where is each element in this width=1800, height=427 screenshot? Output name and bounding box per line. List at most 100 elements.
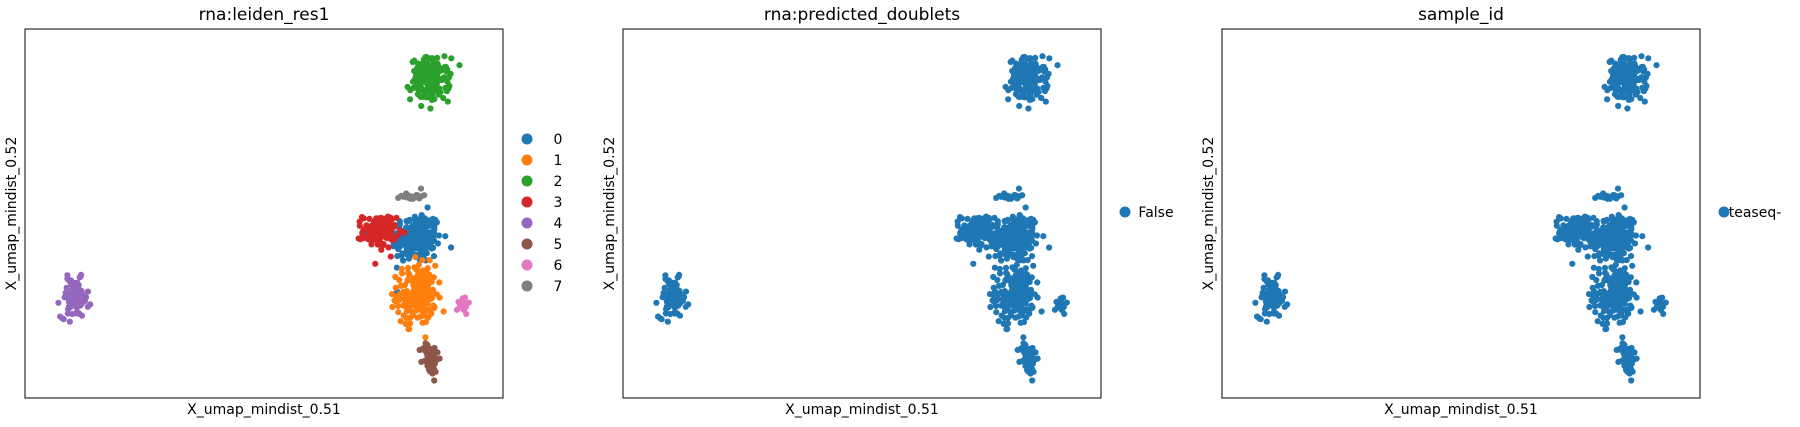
- scatter-point: [673, 300, 680, 307]
- scatter-point: [396, 227, 403, 234]
- scatter-point: [1600, 224, 1607, 231]
- scatter-point: [375, 239, 382, 246]
- scatter-point: [1605, 296, 1612, 304]
- scatter-point: [1023, 314, 1030, 321]
- scatter-point: [1011, 225, 1018, 232]
- legend-marker: [521, 175, 533, 187]
- scatter-point: [1600, 250, 1607, 258]
- scatter-point: [1618, 192, 1625, 199]
- scatter-point: [1039, 53, 1046, 60]
- scatter-point: [406, 304, 413, 311]
- scatter-point: [1611, 303, 1618, 311]
- scatter-point: [1633, 279, 1640, 286]
- scatter-point: [366, 215, 373, 222]
- scatter-point: [1631, 356, 1638, 363]
- scatter-point: [1617, 295, 1624, 302]
- scatter-point: [1612, 261, 1619, 268]
- scatter-point: [1617, 251, 1624, 259]
- scatter-point: [1020, 245, 1028, 252]
- y-axis-label: X_umap_mindist_0.52: [602, 137, 618, 291]
- scatter-point: [1660, 310, 1667, 317]
- scatter-point: [999, 281, 1007, 289]
- scatter-point: [448, 55, 455, 62]
- scatter-point: [993, 302, 1000, 310]
- scatter-point: [1588, 221, 1595, 229]
- scatter-point: [1004, 271, 1011, 278]
- x-axis-label: X_umap_mindist_0.51: [187, 402, 341, 418]
- scatter-point: [73, 308, 81, 315]
- legend-label: 5: [554, 237, 563, 253]
- scatter-point: [1575, 219, 1582, 226]
- scatter-point: [433, 219, 440, 226]
- scatter-point: [998, 193, 1005, 200]
- x-axis-label: X_umap_mindist_0.51: [1384, 402, 1538, 418]
- scatter-point: [412, 254, 419, 261]
- scatter-point: [1020, 54, 1027, 61]
- scatter-point: [1012, 303, 1019, 311]
- axes-frame: [622, 28, 1102, 399]
- scatter-point: [992, 232, 999, 239]
- scatter-point: [1628, 224, 1635, 231]
- scatter-point: [422, 245, 430, 252]
- scatter-point: [1271, 294, 1278, 301]
- scatter-point: [378, 219, 385, 226]
- scatter-point: [390, 236, 398, 243]
- scatter-point: [84, 288, 92, 295]
- scatter-point: [983, 244, 990, 251]
- scatter-point: [1570, 231, 1577, 238]
- scatter-point: [1624, 288, 1631, 295]
- scatter-point: [990, 284, 997, 291]
- scatter-point: [410, 236, 417, 243]
- legend-label: 3: [554, 195, 563, 211]
- scatter-point: [360, 235, 367, 242]
- scatter-point: [1619, 334, 1626, 341]
- scatter-point: [1003, 326, 1010, 333]
- scatter-point: [407, 96, 414, 103]
- scatter-point: [360, 215, 367, 222]
- scatter-point: [433, 291, 440, 298]
- scatter-point: [1024, 306, 1031, 313]
- scatter-point: [1040, 233, 1047, 240]
- scatter-point: [419, 346, 426, 353]
- scatter-point: [427, 288, 434, 295]
- scatter-point: [78, 271, 85, 278]
- scatter-point: [1627, 253, 1635, 260]
- scatter-point: [427, 353, 434, 360]
- scatter-point: [981, 220, 989, 227]
- scatter-point: [1604, 96, 1611, 103]
- scatter-point: [1592, 302, 1599, 310]
- scatter-point: [653, 299, 660, 306]
- scatter-point: [1603, 304, 1610, 311]
- scatter-point: [1624, 229, 1631, 236]
- scatter-point: [1637, 94, 1644, 102]
- scatter-point: [400, 312, 407, 319]
- scatter-point: [395, 309, 402, 316]
- scatter-point: [1032, 54, 1039, 62]
- scatter-point: [418, 280, 425, 287]
- scatter-point: [426, 217, 433, 224]
- scatter-point: [75, 300, 82, 307]
- scatter-point: [428, 81, 435, 88]
- scatter-point: [422, 319, 429, 326]
- scatter-point: [60, 316, 67, 323]
- scatter-point: [1641, 98, 1648, 105]
- scatter-point: [676, 312, 684, 319]
- scatter-point: [385, 244, 392, 251]
- scatter-point: [1017, 237, 1024, 244]
- scatter-point: [455, 298, 462, 305]
- scatter-point: [1610, 284, 1617, 291]
- legend-marker: [1718, 206, 1730, 218]
- scatter-point: [1597, 302, 1604, 309]
- scatter-point: [663, 303, 671, 310]
- scatter-point: [1612, 216, 1619, 223]
- legend-marker: [521, 217, 533, 229]
- scatter-point: [1593, 227, 1600, 234]
- scatter-point: [1616, 237, 1623, 244]
- scatter-point: [1598, 281, 1605, 289]
- scatter-point: [1017, 346, 1024, 353]
- scatter-point: [422, 54, 429, 61]
- scatter-point: [435, 63, 442, 70]
- scatter-point: [973, 239, 980, 246]
- scatter-point: [685, 301, 692, 308]
- scatter-point: [1029, 304, 1036, 311]
